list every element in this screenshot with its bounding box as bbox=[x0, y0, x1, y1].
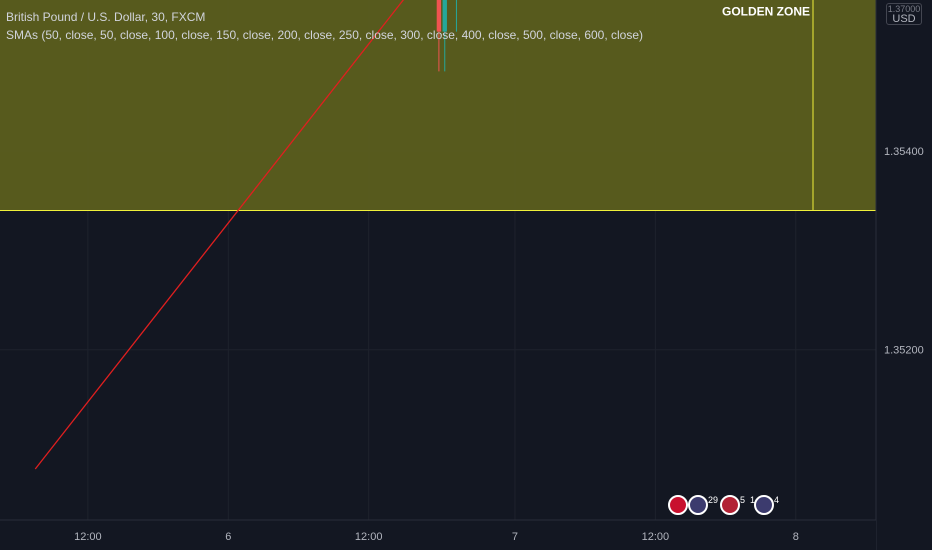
currency-price-label: 1.37000 bbox=[887, 4, 921, 14]
time-tick-label: 6 bbox=[225, 531, 231, 543]
symbol-title[interactable]: British Pound / U.S. Dollar, 30, FXCM bbox=[6, 10, 206, 24]
event-count-badge: 4 bbox=[774, 495, 780, 505]
candles bbox=[436, 0, 457, 72]
golden-zone bbox=[0, 0, 876, 211]
us-flag-icon[interactable] bbox=[720, 495, 740, 515]
currency-button[interactable]: 1.37000 USD bbox=[886, 3, 922, 25]
golden-zone-label: GOLDEN ZONE bbox=[722, 5, 810, 19]
price-tick-label: 1.35400 bbox=[884, 146, 924, 158]
chart-zones: GOLDEN ZONE bbox=[0, 0, 876, 212]
time-axis[interactable]: 12:00 6 12:00 7 12:00 8 bbox=[0, 519, 876, 550]
time-tick-label: 12:00 bbox=[642, 531, 670, 543]
uk-flag-icon[interactable] bbox=[668, 495, 688, 515]
indicator-legend[interactable]: SMAs (50, close, 50, close, 100, close, … bbox=[6, 28, 644, 42]
time-axis-bg bbox=[0, 520, 876, 550]
trendline bbox=[34, 0, 405, 470]
us-flag-icon[interactable] bbox=[754, 495, 774, 515]
currency-label: USD bbox=[892, 13, 916, 25]
time-tick-label: 12:00 bbox=[74, 531, 102, 543]
event-count-badge: 29 bbox=[708, 495, 719, 505]
candle-body bbox=[442, 0, 447, 32]
candle-body bbox=[436, 0, 442, 32]
price-tick-label: 1.35200 bbox=[884, 345, 924, 357]
price-axis[interactable]: 1.352001.354001.356001.358001.360001.362… bbox=[875, 0, 932, 550]
trendlines bbox=[34, 0, 405, 470]
price-axis-bg bbox=[876, 0, 932, 550]
time-tick-label: 7 bbox=[512, 531, 518, 543]
time-tick-label: 12:00 bbox=[355, 531, 383, 543]
us-flag-icon[interactable] bbox=[688, 495, 708, 515]
time-tick-label: 8 bbox=[793, 531, 799, 543]
event-count-badge: 5 bbox=[740, 495, 746, 505]
event-count-badge: 1 bbox=[750, 495, 756, 505]
